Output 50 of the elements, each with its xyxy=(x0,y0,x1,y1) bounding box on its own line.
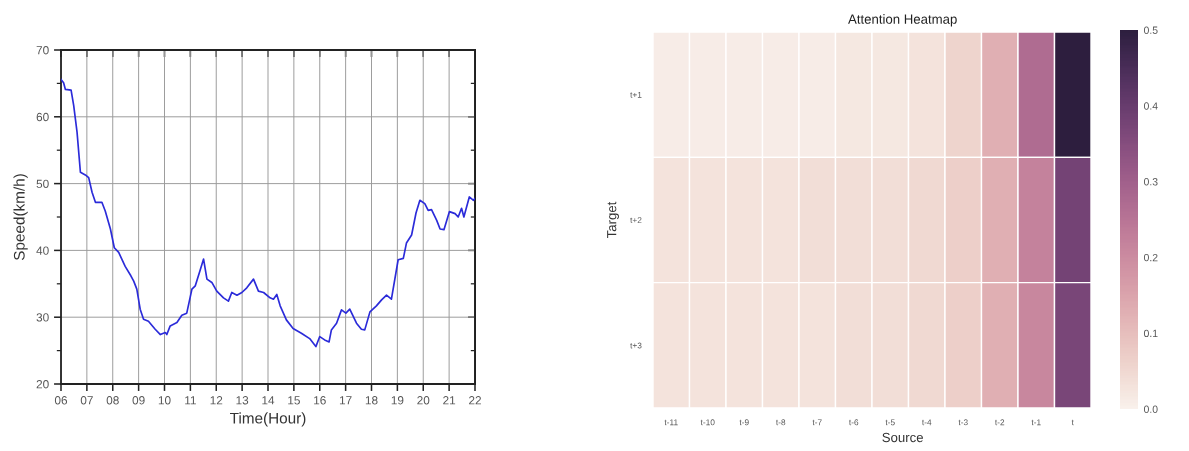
y-tick-label: 30 xyxy=(36,313,49,322)
x-tick-label: 19 xyxy=(391,396,404,405)
x-tick-label: t-9 xyxy=(739,419,749,426)
y-tick-label: t+3 xyxy=(630,342,642,349)
x-tick-label: 21 xyxy=(443,396,456,405)
x-tick-label: 16 xyxy=(314,396,326,405)
chart-title: Attention Heatmap xyxy=(848,14,957,27)
x-tick-label: t-3 xyxy=(958,419,968,426)
x-axis-title: Source xyxy=(882,432,923,443)
x-tick-label: t-2 xyxy=(995,419,1005,426)
color-bar-label: 0.4 xyxy=(1143,102,1158,110)
x-tick-label: t-7 xyxy=(812,419,822,426)
color-bar-label: 0.2 xyxy=(1143,253,1158,262)
x-axis-title: Time(Hour) xyxy=(230,412,306,427)
y-tick-label: 20 xyxy=(36,380,49,389)
x-tick-label: 10 xyxy=(158,396,171,405)
x-tick-label: t-11 xyxy=(664,419,678,426)
x-tick-label: t-4 xyxy=(922,419,932,426)
x-tick-label: t-5 xyxy=(885,419,895,426)
x-tick-label: t-8 xyxy=(776,419,786,426)
y-tick-label: 70 xyxy=(36,46,49,55)
x-tick-label: 17 xyxy=(339,396,352,405)
color-bar-label: 0.5 xyxy=(1143,26,1158,34)
y-tick-label: 40 xyxy=(36,246,49,255)
x-tick-label: 09 xyxy=(132,396,145,405)
x-tick-label: 07 xyxy=(80,396,93,405)
x-tick-label: 14 xyxy=(262,396,275,405)
x-tick-label: 06 xyxy=(54,396,68,405)
y-tick-label: 50 xyxy=(36,179,49,188)
y-axis-title: Speed(km/h) xyxy=(13,174,28,261)
x-tick-label: t-1 xyxy=(1031,419,1041,426)
x-tick-label: 22 xyxy=(469,396,481,405)
color-bar-label: 0.3 xyxy=(1143,178,1158,186)
y-tick-label: t+2 xyxy=(630,217,642,224)
x-tick-label: 11 xyxy=(185,396,196,405)
x-tick-label: 13 xyxy=(236,396,249,405)
line-series xyxy=(61,78,475,348)
x-tick-label: t xyxy=(1071,419,1074,426)
x-tick-label: 08 xyxy=(106,396,119,405)
x-tick-label: 12 xyxy=(210,396,223,405)
x-tick-label: 18 xyxy=(365,396,378,405)
color-bar-label: 0.1 xyxy=(1143,329,1158,338)
x-tick-label: t-10 xyxy=(700,419,715,426)
x-tick-label: t-6 xyxy=(849,419,859,426)
x-tick-label: 15 xyxy=(288,396,300,405)
y-tick-label: 60 xyxy=(36,112,49,122)
y-axis-title: Target xyxy=(607,201,619,239)
x-tick-label: 20 xyxy=(417,396,430,405)
color-bar-label: 0.0 xyxy=(1143,405,1158,413)
y-tick-label: t+1 xyxy=(630,91,642,98)
